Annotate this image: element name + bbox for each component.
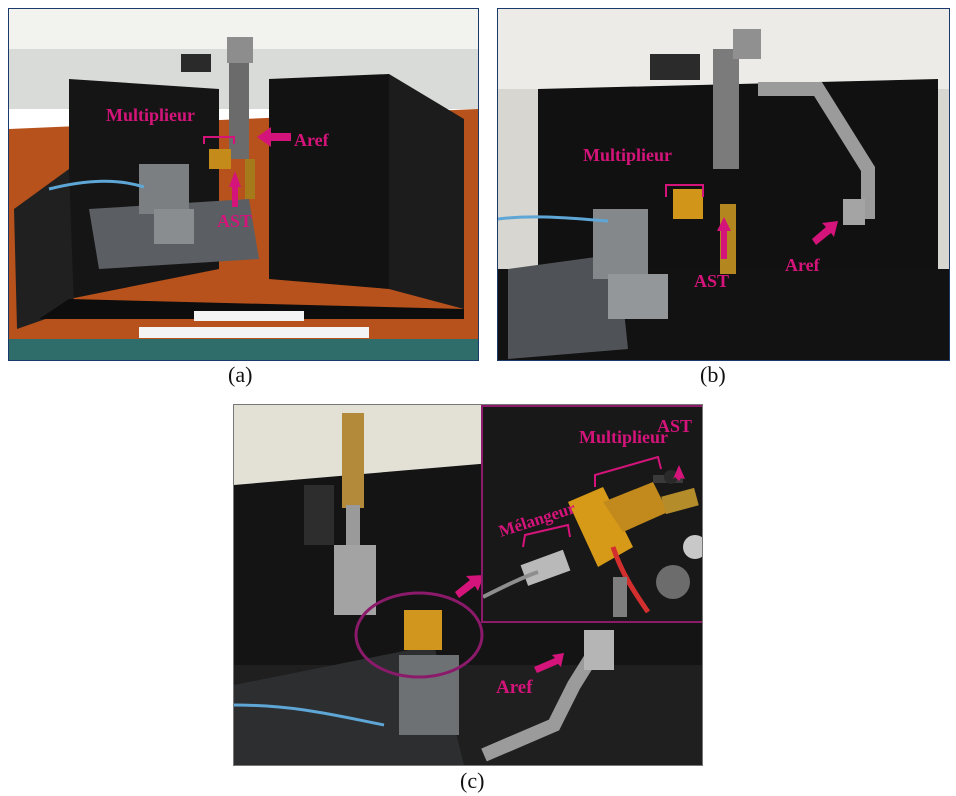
multiplier-label-a: Multiplieur: [106, 105, 195, 125]
photo-panel-c: Aref Multiplieur: [233, 404, 703, 766]
ast-arrow-b: [717, 217, 731, 259]
ast-arrow-c: [673, 465, 685, 481]
multiplier-label-c: Multiplieur: [579, 427, 668, 447]
photo-panel-b: Multiplieur AST Aref: [497, 8, 950, 361]
aref-label-b: Aref: [785, 255, 821, 275]
photo-b-scene: Multiplieur AST Aref: [498, 9, 949, 360]
aref-arrow-b: [812, 221, 838, 245]
photo-panel-a: Multiplieur Aref AST: [8, 8, 479, 361]
aref-arrow-c: [534, 653, 564, 673]
aref-arrow-a: [257, 127, 291, 147]
caption-a: (a): [228, 362, 253, 387]
ast-label-b: AST: [694, 271, 729, 291]
aref-label-a: Aref: [294, 130, 330, 150]
caption-b: (b): [700, 362, 726, 387]
photo-a-scene: Multiplieur Aref AST: [9, 9, 478, 360]
ast-arrow-a: [229, 171, 241, 207]
zoom-inset-scene: Multiplieur AST Mélangeur: [483, 407, 702, 621]
zoom-region-circle: [354, 591, 484, 679]
multiplier-label-b: Multiplieur: [583, 145, 672, 165]
ast-label-c: AST: [657, 416, 692, 436]
aref-label-c: Aref: [496, 677, 533, 698]
ast-label-a: AST: [217, 211, 252, 231]
zoom-pointer-arrow: [455, 575, 484, 598]
zoom-inset: Multiplieur AST Mélangeur: [481, 405, 702, 623]
caption-c: (c): [460, 768, 485, 793]
